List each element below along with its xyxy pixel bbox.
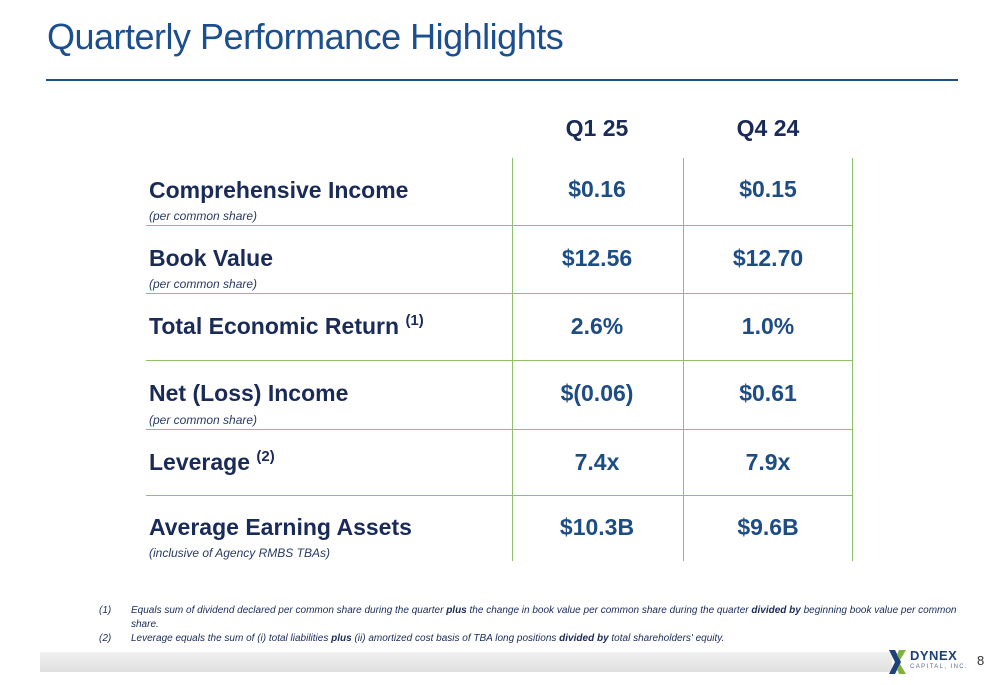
table-cell: $10.3B bbox=[559, 514, 635, 540]
table-cell: $12.70 bbox=[732, 245, 804, 271]
row-label: Average Earning Assets bbox=[149, 514, 412, 540]
table-divider-vertical bbox=[852, 158, 853, 561]
page-title: Quarterly Performance Highlights bbox=[47, 16, 564, 57]
row-label: Book Value bbox=[149, 245, 273, 271]
table-cell: 7.9x bbox=[745, 449, 791, 475]
row-label: Comprehensive Income bbox=[149, 177, 409, 203]
footnote-number: (2) bbox=[99, 633, 112, 644]
logo-mark-icon bbox=[889, 650, 906, 674]
page-number: 8 bbox=[977, 653, 985, 668]
footnote-text: Leverage equals the sum of (i) total lia… bbox=[131, 633, 725, 644]
table-cell: 1.0% bbox=[741, 313, 795, 339]
company-logo: DYNEX CAPITAL, INC. bbox=[888, 647, 968, 677]
table-row-divider bbox=[146, 225, 853, 226]
footnote-2: (2) Leverage equals the sum of (i) total… bbox=[99, 632, 959, 646]
table-cell: $(0.06) bbox=[560, 380, 634, 406]
row-label: Total Economic Return (1) bbox=[149, 312, 424, 339]
footer-bar bbox=[40, 652, 892, 672]
table-divider-vertical bbox=[512, 158, 513, 561]
table-cell: 2.6% bbox=[570, 313, 624, 339]
table-cell: $12.56 bbox=[561, 245, 633, 271]
footnote-1: (1) Equals sum of dividend declared per … bbox=[99, 604, 959, 632]
column-header-q4-24: Q4 24 bbox=[736, 115, 800, 141]
footnote-marker: (1) bbox=[405, 312, 424, 329]
logo-subtitle: CAPITAL, INC. bbox=[910, 664, 969, 670]
footnote-marker: (2) bbox=[256, 448, 275, 465]
row-sublabel: (per common share) bbox=[149, 277, 258, 291]
title-divider bbox=[46, 79, 958, 81]
row-label: Net (Loss) Income bbox=[149, 380, 349, 406]
table-row-divider bbox=[146, 293, 853, 294]
footnotes: (1) Equals sum of dividend declared per … bbox=[99, 604, 959, 646]
row-sublabel: (per common share) bbox=[149, 209, 258, 223]
row-label: Leverage (2) bbox=[149, 448, 275, 475]
table-cell: $0.61 bbox=[739, 380, 797, 406]
column-header-q1-25: Q1 25 bbox=[565, 115, 629, 141]
footnote-number: (1) bbox=[99, 605, 112, 616]
table-cell: $9.6B bbox=[737, 514, 799, 540]
footnote-text: Equals sum of dividend declared per comm… bbox=[131, 605, 957, 630]
table-row-divider bbox=[146, 360, 853, 361]
row-sublabel: (per common share) bbox=[149, 413, 258, 427]
table-divider-vertical bbox=[683, 158, 684, 561]
table-row-divider bbox=[146, 429, 853, 430]
table-cell: $0.15 bbox=[739, 176, 797, 202]
logo-wordmark: DYNEX bbox=[910, 648, 958, 663]
row-sublabel: (inclusive of Agency RMBS TBAs) bbox=[149, 546, 330, 560]
table-row-divider bbox=[146, 495, 853, 496]
table-cell: $0.16 bbox=[568, 176, 626, 202]
table-cell: 7.4x bbox=[574, 449, 620, 475]
